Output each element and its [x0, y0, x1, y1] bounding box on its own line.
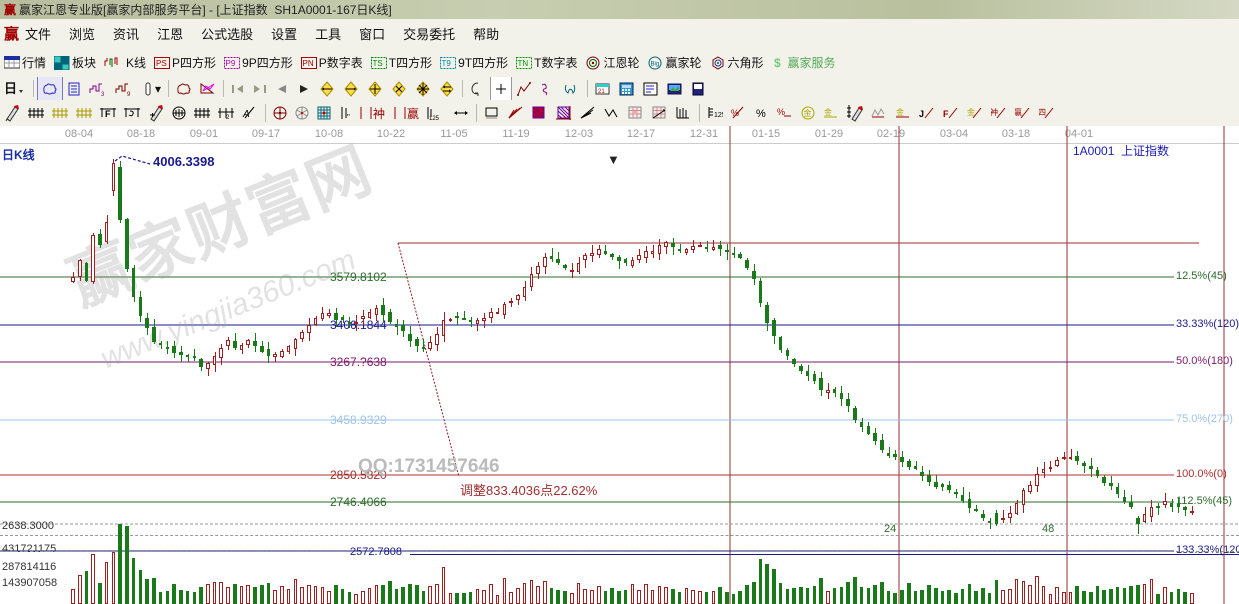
svg-text:F: F	[943, 109, 949, 119]
svg-text:四: 四	[1039, 108, 1046, 117]
svg-text:F: F	[105, 109, 111, 119]
svg-text:PN: PN	[302, 59, 313, 68]
svg-text:T9: T9	[442, 59, 452, 68]
svg-text:金: 金	[967, 107, 975, 117]
svg-text:A: A	[242, 109, 250, 120]
svg-text:PS: PS	[156, 59, 167, 68]
svg-text:金: 金	[824, 107, 832, 117]
svg-text:": "	[347, 113, 350, 120]
svg-text:125: 125	[714, 112, 723, 119]
svg-text:9: 9	[127, 92, 131, 96]
svg-text:金: 金	[804, 108, 812, 118]
svg-text:2: 2	[226, 115, 230, 120]
svg-text:衶: 衶	[991, 107, 998, 117]
svg-text:日: 日	[4, 81, 17, 96]
svg-text:21: 21	[598, 89, 605, 95]
svg-text:$: $	[774, 56, 781, 70]
svg-text:赢: 赢	[1015, 107, 1022, 117]
svg-text:125: 125	[429, 116, 440, 120]
svg-text:J: J	[919, 109, 924, 119]
svg-text:3: 3	[101, 92, 105, 96]
svg-text:金: 金	[896, 107, 904, 117]
svg-text:%: %	[731, 108, 739, 118]
svg-text:P9: P9	[226, 59, 236, 68]
svg-text:TN: TN	[518, 59, 529, 68]
svg-text:Big: Big	[651, 61, 660, 67]
svg-text:TS: TS	[372, 59, 382, 68]
svg-text:%: %	[756, 108, 766, 120]
svg-text:%: %	[777, 107, 785, 117]
